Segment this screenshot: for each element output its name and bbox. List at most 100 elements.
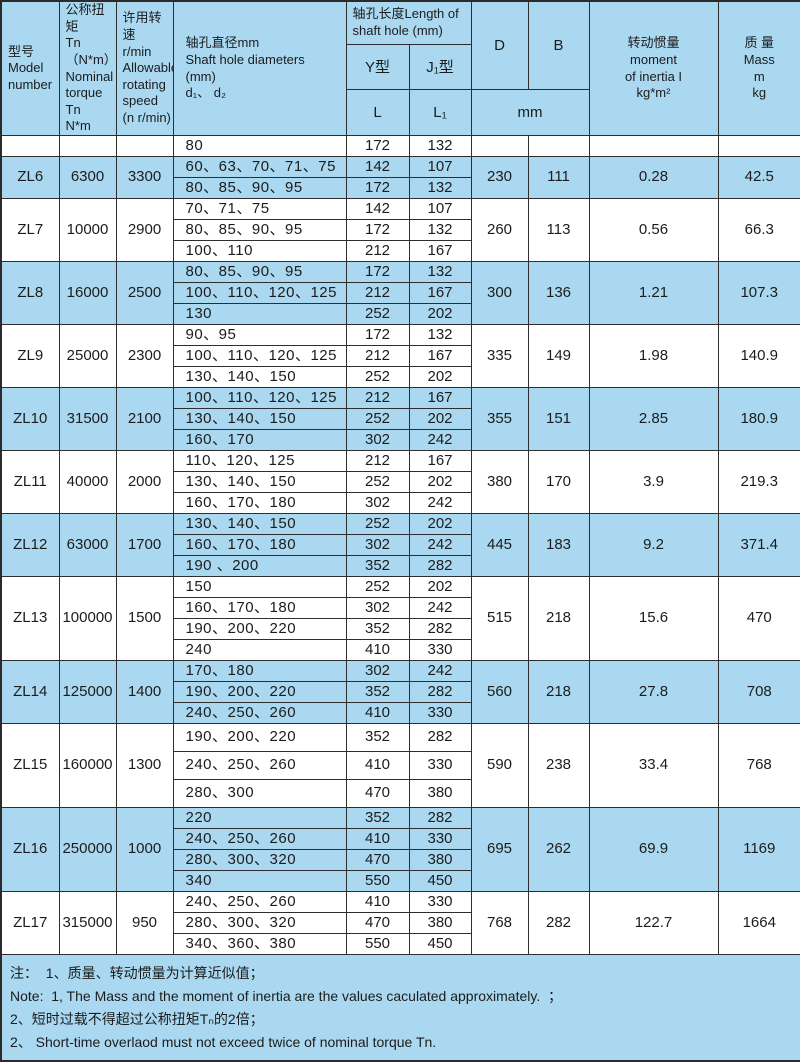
torque-cell: 63000	[58, 513, 117, 577]
B-cell: 111	[527, 156, 590, 199]
length-L1-cell: 132	[408, 177, 472, 199]
diameter-cell: 160、170、180	[172, 534, 347, 556]
length-L1-cell: 282	[408, 618, 472, 640]
length-L-cell: 212	[345, 240, 410, 262]
length-L-cell: 410	[345, 828, 410, 850]
inertia-cell: 9.2	[588, 513, 719, 577]
length-L1-cell: 202	[408, 471, 472, 493]
length-L1-cell: 202	[408, 576, 472, 598]
length-L1-cell: 450	[408, 933, 472, 955]
length-L-cell: 352	[345, 618, 410, 640]
header-L: L	[345, 89, 410, 136]
model-cell	[0, 135, 60, 157]
diameter-cell: 130、140、150	[172, 513, 347, 535]
model-cell: ZL13	[0, 576, 60, 661]
speed-cell: 2300	[115, 324, 174, 388]
length-L1-cell: 242	[408, 429, 472, 451]
length-L-cell: 252	[345, 303, 410, 325]
diameter-cell: 130、140、150	[172, 366, 347, 388]
table-row: ZL6 6300 3300 60、63、70、71、75 142 107 230 111 0.2…	[0, 156, 800, 199]
table-row: 280、300、320 470 380	[1, 912, 800, 934]
D-cell: 380	[470, 450, 529, 514]
diameter-cell: 280、300、320	[172, 912, 347, 934]
torque-cell: 40000	[58, 450, 117, 514]
note-line-1: 注： 1、质量、转动惯量为计算近似值；	[10, 965, 264, 981]
B-cell	[527, 135, 590, 157]
table-header: 型号 Model number 公称扭矩 Tn（N*m） Nominal tor…	[0, 0, 800, 136]
inertia-cell: 3.9	[588, 450, 719, 514]
diameter-cell: 160、170、180	[172, 492, 347, 514]
diameter-cell: 130、140、150	[172, 408, 347, 430]
length-L-cell: 252	[345, 513, 410, 535]
length-L1-cell: 167	[408, 240, 472, 262]
D-cell	[470, 135, 529, 157]
length-L1-cell: 380	[408, 912, 472, 934]
length-L1-cell: 330	[408, 639, 472, 661]
diameter-cell: 280、300	[172, 779, 347, 808]
length-L-cell: 302	[345, 429, 410, 451]
torque-cell: 125000	[58, 660, 117, 724]
length-L-cell: 352	[345, 555, 410, 577]
B-cell: 170	[527, 450, 590, 514]
length-L-cell: 172	[345, 261, 410, 283]
length-L-cell: 212	[345, 345, 410, 367]
length-L-cell: 172	[345, 219, 410, 241]
mass-cell: 140.9	[717, 324, 800, 388]
diameter-cell: 160、170、180	[172, 597, 347, 619]
torque-cell: 10000	[58, 198, 117, 262]
D-cell: 515	[470, 576, 529, 661]
length-L-cell: 172	[345, 135, 410, 157]
table-row: ZL7 10000 2900 70、71、75 142 107 260 113 0.56 66.3	[0, 198, 800, 262]
inertia-cell: 0.56	[588, 198, 719, 262]
length-L-cell: 352	[345, 723, 410, 752]
table-row: 280、300、320 470 380	[1, 849, 800, 871]
model-cell: ZL16	[0, 807, 60, 892]
inertia-cell: 33.4	[588, 723, 719, 808]
length-L1-cell: 380	[408, 849, 472, 871]
header-D: D	[470, 0, 529, 91]
torque-cell: 31500	[58, 387, 117, 451]
torque-cell: 16000	[58, 261, 117, 325]
length-L-cell: 352	[345, 807, 410, 829]
diameter-cell: 100、110	[172, 240, 347, 262]
mass-cell: 1169	[717, 807, 800, 892]
length-L-cell: 410	[345, 702, 410, 724]
note-line-3: 2、短时过载不得超过公称扭矩Tₙ的2倍；	[10, 1011, 264, 1027]
table-row: 80、85、90、95 172 132	[1, 177, 800, 199]
model-cell: ZL17	[0, 891, 60, 955]
D-cell: 768	[470, 891, 529, 955]
speed-cell: 950	[115, 891, 174, 955]
D-cell: 560	[470, 660, 529, 724]
header-inertia: 转动惯量 moment of inertia I kg*m²	[588, 0, 719, 136]
table-row: ZL13 100000 1500 150 252 202 515 218 15.6 470	[0, 576, 800, 661]
notes-cell: 注： 1、质量、转动惯量为计算近似值； Note: 1, The Mass an…	[0, 954, 800, 1062]
torque-cell: 315000	[58, 891, 117, 955]
length-L-cell: 410	[345, 639, 410, 661]
model-cell: ZL9	[0, 324, 60, 388]
diameter-cell: 90、95	[172, 324, 347, 346]
diameter-cell: 80、85、90、95	[172, 177, 347, 199]
diameter-cell: 340、360、380	[172, 933, 347, 955]
model-cell: ZL14	[0, 660, 60, 724]
header-hole-length: 轴孔长度Length of shaft hole (mm)	[345, 0, 472, 45]
diameter-cell: 190、200、220	[172, 618, 347, 640]
mass-cell: 768	[717, 723, 800, 808]
inertia-cell: 0.28	[588, 156, 719, 199]
B-cell: 218	[527, 576, 590, 661]
table-row: 160、170 302 242	[1, 429, 800, 451]
inertia-cell: 1.98	[588, 324, 719, 388]
length-L1-cell: 242	[408, 660, 472, 682]
speed-cell: 3300	[115, 156, 174, 199]
mass-cell: 470	[717, 576, 800, 661]
model-cell: ZL7	[0, 198, 60, 262]
diameter-cell: 100、110、120、125	[172, 387, 347, 409]
table-row: ZL16 250000 1000 220 352 282 695 262 69.9 1169	[0, 807, 800, 892]
table-row: 130 252 202	[1, 303, 800, 325]
mass-cell: 42.5	[717, 156, 800, 199]
length-L1-cell: 132	[408, 324, 472, 346]
table-row: ZL9 25000 2300 90、95 172 132 335 149 1.98 140.9	[0, 324, 800, 388]
length-L-cell: 302	[345, 534, 410, 556]
diameter-cell: 100、110、120、125	[172, 345, 347, 367]
note-line-2: Note: 1, The Mass and the moment of iner…	[10, 988, 562, 1004]
speed-cell: 2100	[115, 387, 174, 451]
